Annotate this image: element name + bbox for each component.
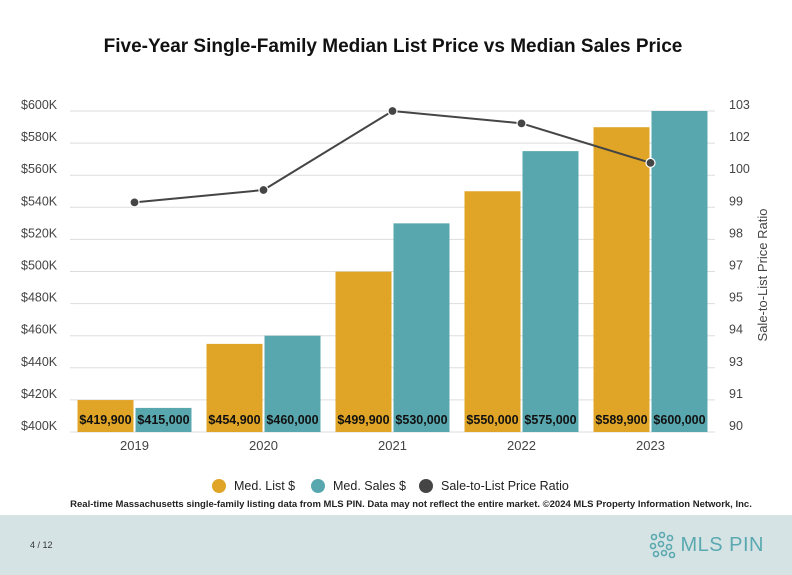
y2-tick-label: 100 [729, 162, 750, 176]
logo-icon [650, 531, 676, 559]
bar [264, 335, 321, 432]
y-tick-label: $480K [21, 291, 58, 305]
y2-tick-label: 90 [729, 419, 743, 433]
bar-data-label: $454,900 [208, 413, 260, 427]
y2-tick-label: 98 [729, 226, 743, 240]
y-tick-label: $580K [21, 130, 58, 144]
x-tick-label: 2022 [507, 438, 536, 453]
ratio-point [129, 197, 140, 208]
bar-data-label: $575,000 [524, 413, 576, 427]
page-number: 4 / 12 [30, 540, 53, 550]
bar [393, 223, 450, 432]
bar-data-label: $600,000 [653, 413, 705, 427]
y2-axis-label: Sale-to-List Price Ratio [755, 209, 770, 342]
ratio-line [129, 105, 656, 208]
y2-tick-label: 102 [729, 130, 750, 144]
bar-data-label: $499,900 [337, 413, 389, 427]
y2-tick-label: 97 [729, 259, 743, 273]
ratio-point [645, 157, 656, 168]
bar [464, 191, 521, 432]
legend: Med. List $ Med. Sales $ Sale-to-List Pric… [212, 479, 569, 493]
y-tick-label: $400K [21, 419, 58, 433]
logo-text: MLS PIN [680, 533, 764, 556]
footer-bar: 4 / 12 MLS PIN [0, 515, 792, 575]
y2-tick-label: 93 [729, 355, 743, 369]
y-axis-ticks: $400K $420K $440K $460K $480K $500K $520K $540K… [21, 98, 58, 433]
x-tick-label: 2020 [249, 438, 278, 453]
y-tick-label: $500K [21, 259, 58, 273]
y-tick-label: $460K [21, 323, 58, 337]
bar [206, 343, 263, 432]
legend-swatch [311, 479, 325, 493]
y2-tick-label: 94 [729, 323, 743, 337]
legend-label: Med. Sales $ [333, 479, 406, 493]
ratio-point [387, 105, 398, 117]
x-tick-label: 2021 [378, 438, 407, 453]
chart-title: Five-Year Single-Family Median List Pric… [104, 36, 683, 57]
bar-data-label: $530,000 [395, 413, 447, 427]
y2-tick-label: 103 [729, 98, 750, 112]
bar-data-label: $589,900 [595, 413, 647, 427]
x-tick-label: 2023 [636, 438, 665, 453]
source-note: Real-time Massachusetts single-family li… [70, 499, 752, 510]
mls-pin-logo: MLS PIN [648, 530, 764, 560]
bar [593, 127, 650, 432]
bar-data-label: $419,900 [79, 413, 131, 427]
y-tick-label: $560K [21, 162, 58, 176]
bar-data-label: $460,000 [266, 413, 318, 427]
x-axis-ticks: 2019 2020 2021 2022 2023 [120, 438, 665, 453]
legend-swatch [419, 479, 433, 493]
x-tick-label: 2019 [120, 438, 149, 453]
bar [335, 271, 392, 432]
bar [522, 151, 579, 432]
y-tick-label: $420K [21, 387, 58, 401]
y2-tick-label: 95 [729, 291, 743, 305]
bar [77, 400, 134, 432]
legend-label: Sale-to-List Price Ratio [441, 479, 569, 493]
y-tick-label: $440K [21, 355, 58, 369]
bar [651, 111, 708, 432]
y2-axis-ticks: 90 91 93 94 95 97 98 99 100 102 103 [729, 98, 750, 433]
bar-data-label: $550,000 [466, 413, 518, 427]
y-tick-label: $540K [21, 194, 58, 208]
bars: $419,900 $415,000 $454,900 $460,000 $499,900… [77, 111, 708, 432]
y2-tick-label: 99 [729, 194, 743, 208]
y-tick-label: $520K [21, 226, 58, 240]
y-tick-label: $600K [21, 98, 58, 112]
chart: Five-Year Single-Family Median List Pric… [21, 36, 770, 510]
legend-swatch [212, 479, 226, 493]
ratio-point [516, 118, 527, 129]
ratio-point [258, 184, 269, 196]
y2-tick-label: 91 [729, 387, 743, 401]
bar-data-label: $415,000 [137, 413, 189, 427]
legend-label: Med. List $ [234, 479, 295, 493]
bar [135, 407, 192, 432]
